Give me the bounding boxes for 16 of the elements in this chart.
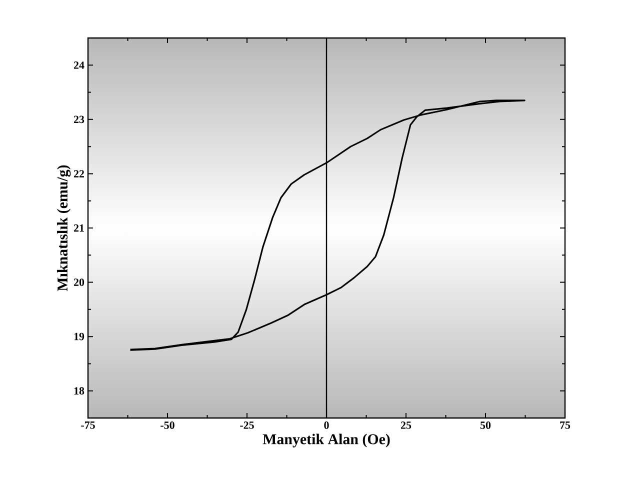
x-axis-title: Manyetik Alan (Oe) bbox=[262, 434, 390, 448]
y-tick-label: 23 bbox=[74, 116, 84, 124]
x-tick-label: -75 bbox=[81, 422, 95, 429]
x-tick-label: -50 bbox=[160, 422, 174, 429]
x-tick-label: 25 bbox=[400, 422, 412, 429]
x-tick-label: 0 bbox=[324, 422, 329, 429]
y-tick-label: 21 bbox=[74, 224, 84, 232]
x-tick-label: 50 bbox=[480, 422, 491, 429]
x-tick-label: 75 bbox=[560, 422, 570, 429]
y-tick-label: 18 bbox=[74, 387, 84, 395]
y-tick-label: 19 bbox=[74, 332, 84, 340]
y-axis-title: Mıknatıslık (emu/g) bbox=[57, 165, 71, 292]
x-tick-label: -25 bbox=[240, 422, 254, 429]
y-tick-label: 22 bbox=[74, 170, 84, 178]
y-tick-label: 24 bbox=[74, 62, 84, 69]
y-tick-label: 20 bbox=[74, 278, 84, 286]
